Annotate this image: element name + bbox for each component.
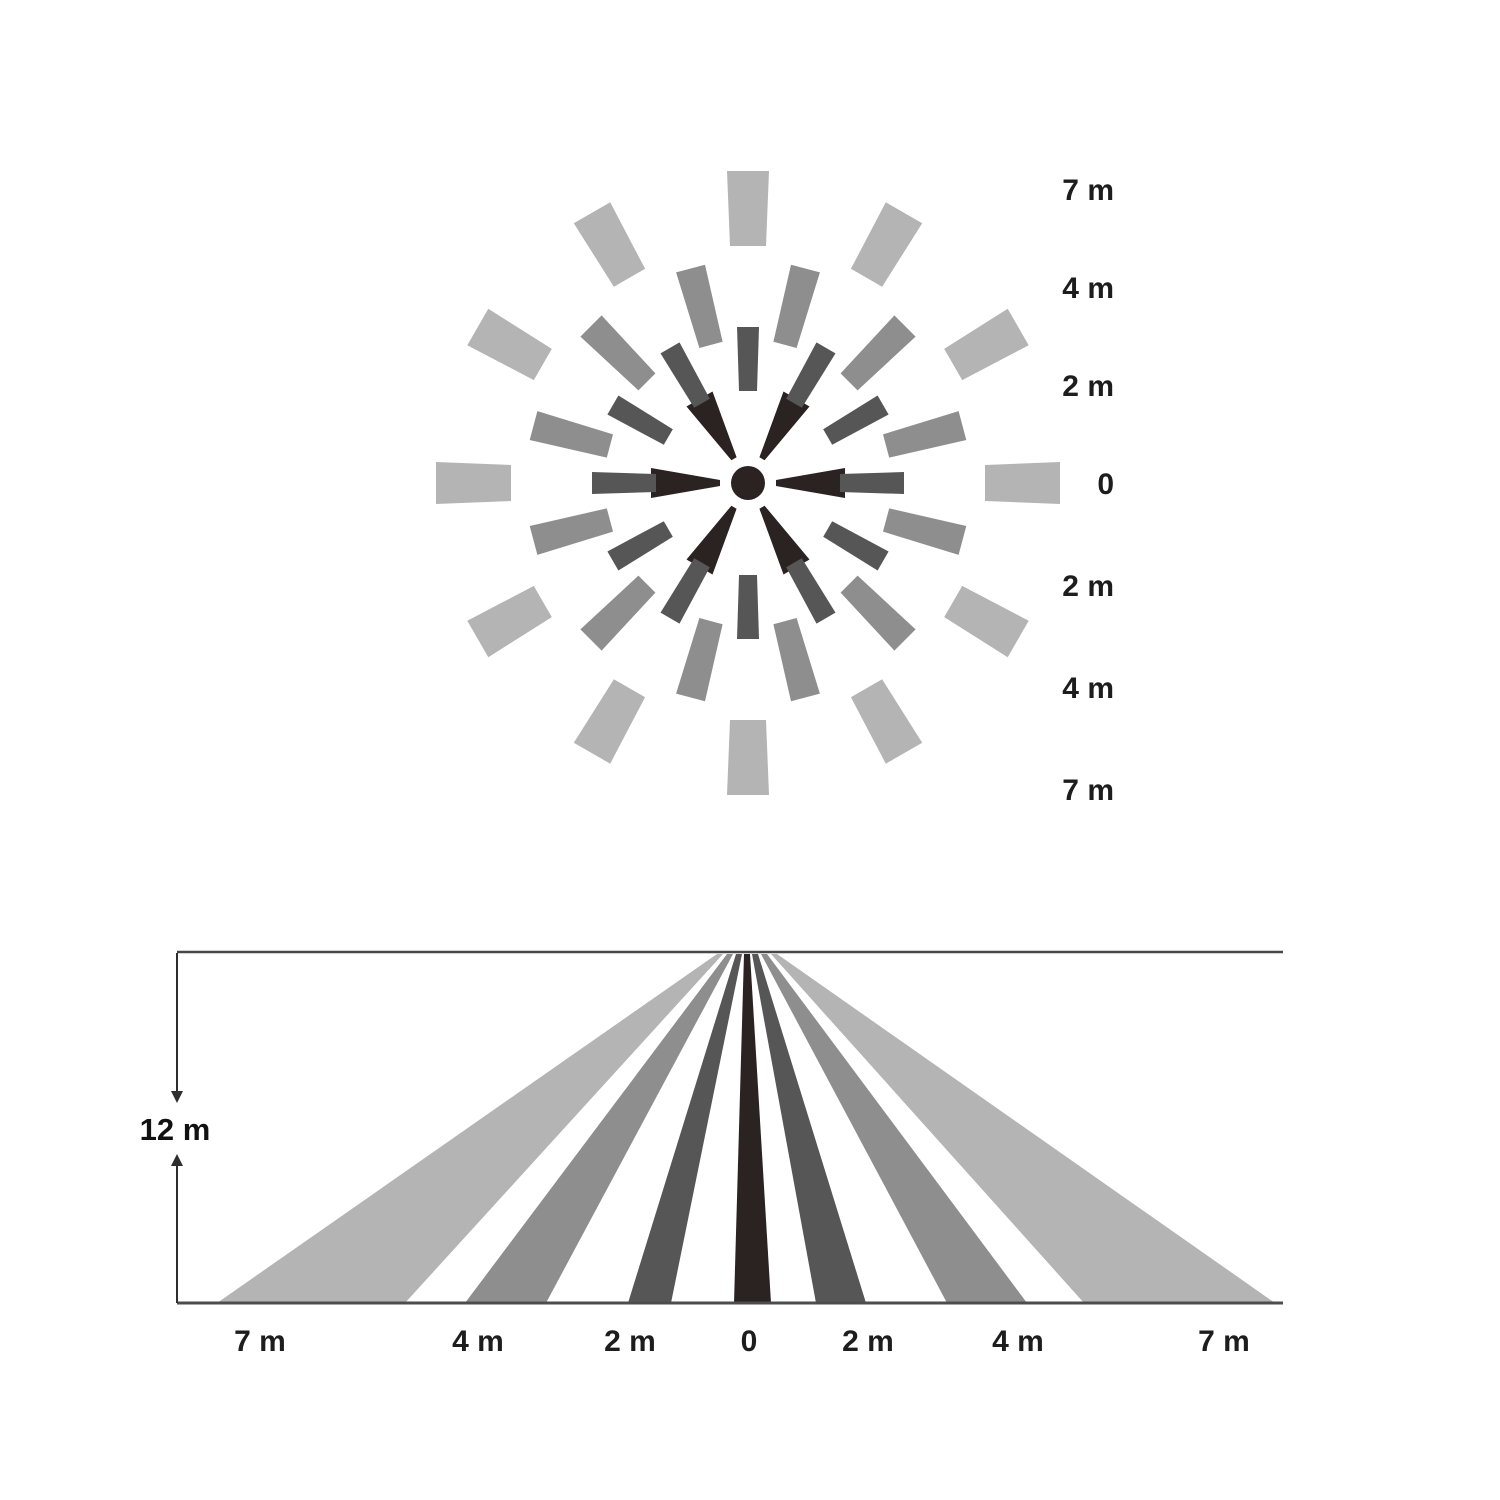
beam-4m-left bbox=[465, 954, 733, 1303]
zone-ring-2m-zone bbox=[823, 395, 889, 445]
floor-distance-label: 7 m bbox=[234, 1325, 286, 1358]
mounting-height-label: 12 m bbox=[140, 1112, 211, 1147]
zone-ring-0-zone bbox=[686, 505, 737, 575]
sensor-center-dot bbox=[731, 466, 765, 500]
zone-ring-4m-zone bbox=[580, 575, 656, 651]
top-view-distance-label: 4 m bbox=[1062, 272, 1114, 305]
beam-0-center bbox=[734, 954, 771, 1303]
beam-7m-right bbox=[771, 954, 1275, 1303]
zone-ring-4m-zone bbox=[840, 315, 916, 391]
zone-ring-2m-zone bbox=[592, 472, 656, 494]
zone-ring-7m-zone bbox=[436, 462, 511, 504]
zone-ring-4m-zone bbox=[883, 411, 967, 458]
floor-distance-label: 4 m bbox=[992, 1325, 1044, 1358]
arrow-up-icon bbox=[171, 1154, 183, 1166]
zone-ring-0-zone bbox=[686, 391, 737, 461]
zone-ring-2m-zone bbox=[840, 472, 904, 494]
zone-ring-2m-zone bbox=[786, 558, 836, 624]
zone-ring-2m-zone bbox=[737, 327, 759, 391]
zone-ring-4m-zone bbox=[529, 411, 613, 458]
zone-ring-7m-zone bbox=[467, 585, 552, 658]
zone-ring-7m-zone bbox=[850, 202, 923, 287]
zone-ring-7m-zone bbox=[573, 679, 646, 764]
zone-ring-2m-zone bbox=[660, 558, 710, 624]
top-view-distance-label: 4 m bbox=[1062, 672, 1114, 705]
zone-ring-2m-zone bbox=[823, 521, 889, 571]
floor-distance-label: 4 m bbox=[452, 1325, 504, 1358]
side-view-diagram: 12 m 7 m 4 m 2 m 0 2 m 4 m 7 m bbox=[140, 950, 1283, 1358]
beam-4m-right bbox=[761, 954, 1027, 1303]
zone-ring-7m-zone bbox=[467, 308, 552, 381]
beam-2m-right bbox=[752, 954, 866, 1303]
zone-ring-4m-zone bbox=[529, 508, 613, 555]
floor-distance-label: 2 m bbox=[842, 1325, 894, 1358]
zone-ring-2m-zone bbox=[607, 521, 673, 571]
zone-ring-4m-zone bbox=[883, 508, 967, 555]
zone-ring-7m-zone bbox=[985, 462, 1060, 504]
zone-ring-2m-zone bbox=[660, 342, 710, 408]
zone-ring-2m-zone bbox=[607, 395, 673, 445]
floor-distance-label: 0 bbox=[741, 1325, 758, 1358]
top-view-distance-label: 7 m bbox=[1062, 174, 1114, 207]
zone-ring-7m-zone bbox=[944, 585, 1029, 658]
arrow-down-icon bbox=[171, 1091, 183, 1103]
floor-distance-label: 2 m bbox=[604, 1325, 656, 1358]
zone-ring-7m-zone bbox=[727, 720, 769, 795]
zone-ring-0-zone bbox=[759, 391, 810, 461]
zone-ring-4m-zone bbox=[773, 618, 820, 702]
zone-ring-7m-zone bbox=[573, 202, 646, 287]
floor-distance-label: 7 m bbox=[1198, 1325, 1250, 1358]
zone-ring-0-zone bbox=[759, 505, 810, 575]
top-view-distance-label: 7 m bbox=[1062, 774, 1114, 807]
zone-ring-4m-zone bbox=[580, 315, 656, 391]
zone-ring-2m-zone bbox=[737, 575, 759, 639]
top-view-distance-label: 0 bbox=[1097, 468, 1114, 501]
zone-ring-4m-zone bbox=[676, 618, 723, 702]
zone-ring-0-zone bbox=[776, 468, 845, 498]
zone-ring-4m-zone bbox=[676, 264, 723, 348]
zone-ring-4m-zone bbox=[840, 575, 916, 651]
top-view-diagram: 7 m 4 m 2 m 0 2 m 4 m 7 m bbox=[436, 171, 1114, 807]
beam-7m-left bbox=[217, 954, 723, 1303]
top-view-distance-label: 2 m bbox=[1062, 570, 1114, 603]
zone-ring-7m-zone bbox=[944, 308, 1029, 381]
zone-ring-2m-zone bbox=[786, 342, 836, 408]
top-view-distance-label: 2 m bbox=[1062, 370, 1114, 403]
zone-ring-7m-zone bbox=[850, 679, 923, 764]
zone-ring-0-zone bbox=[651, 468, 720, 498]
zone-ring-4m-zone bbox=[773, 264, 820, 348]
beam-2m-left bbox=[628, 954, 742, 1303]
zone-ring-7m-zone bbox=[727, 171, 769, 246]
